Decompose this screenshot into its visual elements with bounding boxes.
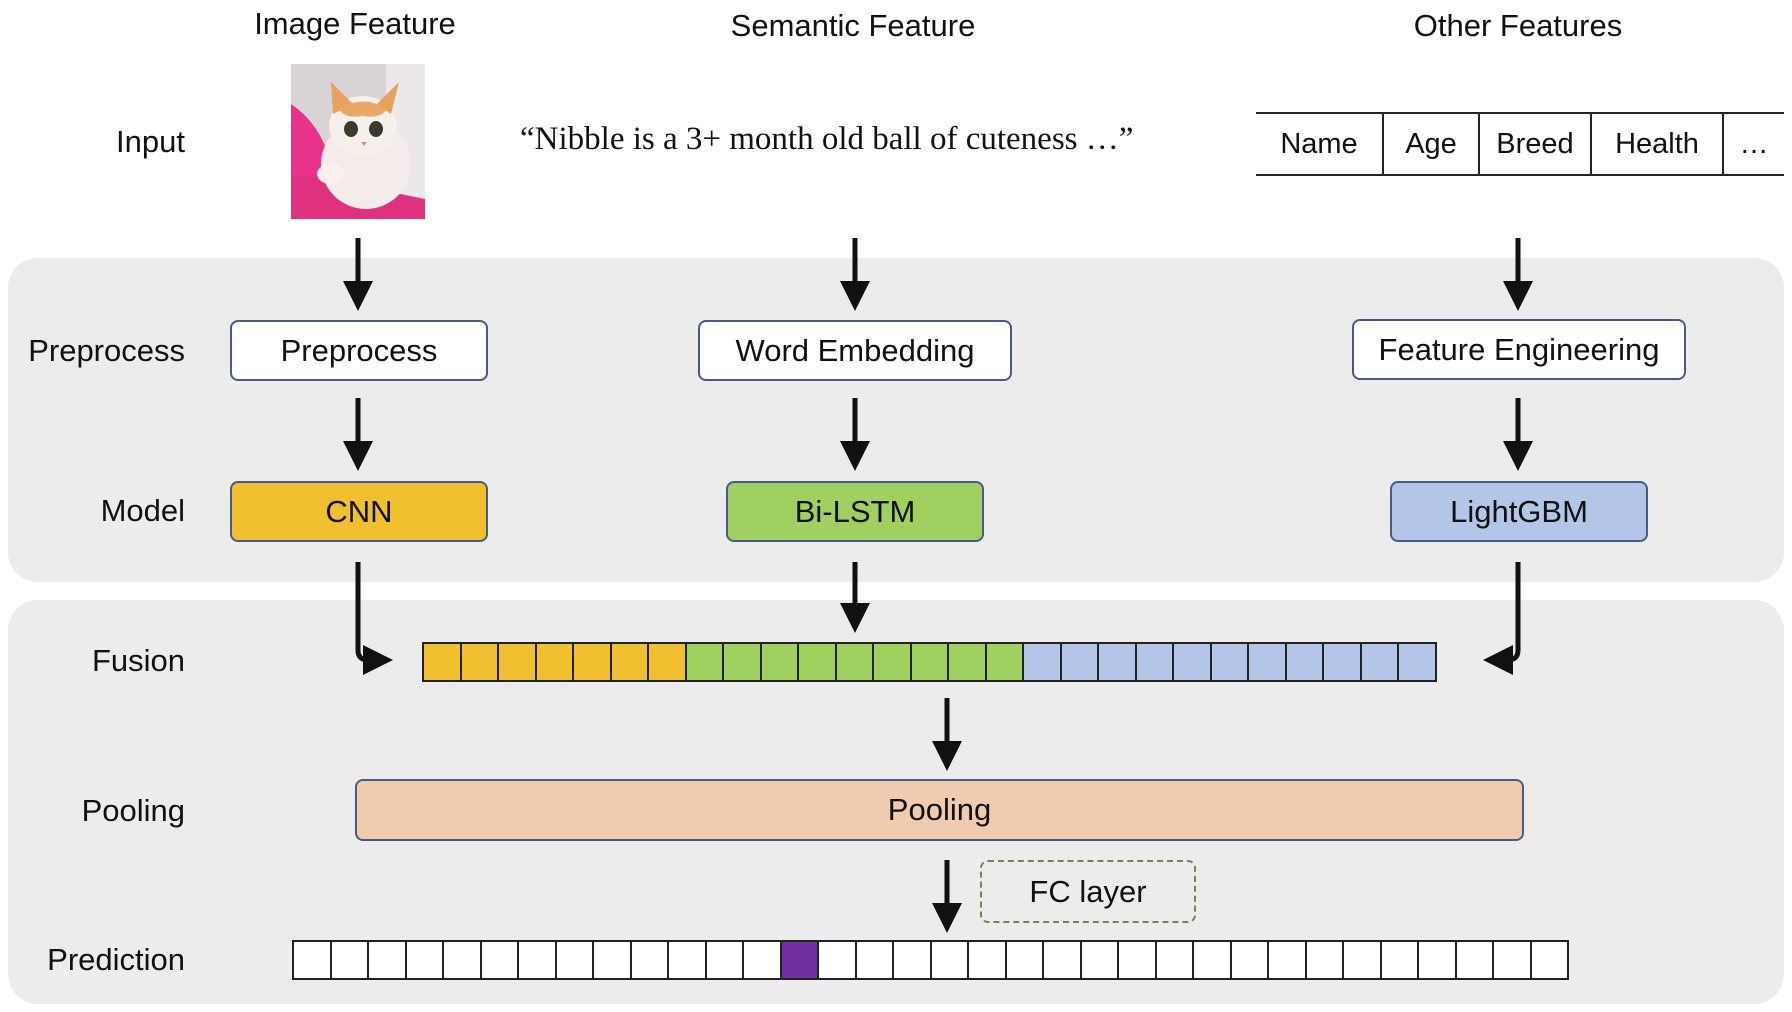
fc-layer-box: FC layer bbox=[980, 860, 1196, 923]
fusion-cell-cnn bbox=[574, 642, 612, 682]
prediction-cell bbox=[481, 940, 519, 980]
fusion-cell-bilstm bbox=[874, 642, 912, 682]
table-cell-ellipsis: … bbox=[1722, 114, 1784, 174]
fusion-cell-bilstm bbox=[799, 642, 837, 682]
prediction-cell bbox=[556, 940, 594, 980]
prediction-cell bbox=[1119, 940, 1157, 980]
arrow-cnn-to-fusion bbox=[355, 562, 393, 675]
table-cell-age: Age bbox=[1382, 114, 1478, 174]
prediction-cell bbox=[931, 940, 969, 980]
fusion-cell-bilstm bbox=[949, 642, 987, 682]
fusion-cell-bilstm bbox=[686, 642, 724, 682]
preprocess-box: Preprocess bbox=[230, 320, 488, 381]
prediction-cell bbox=[1494, 940, 1532, 980]
fusion-cell-bilstm bbox=[986, 642, 1024, 682]
prediction-cell bbox=[1456, 940, 1494, 980]
row-label-prediction: Prediction bbox=[47, 942, 185, 977]
fusion-cell-lightgbm bbox=[1249, 642, 1287, 682]
row-label-model: Model bbox=[100, 493, 185, 528]
prediction-cell bbox=[294, 940, 332, 980]
prediction-cell bbox=[1231, 940, 1269, 980]
prediction-cell bbox=[1269, 940, 1307, 980]
prediction-cell bbox=[1194, 940, 1232, 980]
input-text-quote: “Nibble is a 3+ month old ball of cutene… bbox=[520, 121, 1134, 157]
row-label-preprocess: Preprocess bbox=[28, 333, 185, 368]
table-cell-health: Health bbox=[1590, 114, 1722, 174]
cat-photo bbox=[291, 64, 425, 219]
table-cell-name: Name bbox=[1280, 127, 1358, 160]
fusion-cell-lightgbm bbox=[1061, 642, 1099, 682]
pooling-box: Pooling bbox=[355, 779, 1524, 841]
prediction-cell bbox=[406, 940, 444, 980]
column-title-semantic-feature: Semantic Feature bbox=[730, 8, 976, 43]
prediction-vector bbox=[292, 940, 1569, 980]
row-label-pooling: Pooling bbox=[81, 793, 185, 828]
fusion-cell-lightgbm bbox=[1324, 642, 1362, 682]
prediction-cell bbox=[1156, 940, 1194, 980]
prediction-cell bbox=[1081, 940, 1119, 980]
prediction-cell bbox=[819, 940, 857, 980]
fusion-cell-cnn bbox=[536, 642, 574, 682]
fusion-cell-cnn bbox=[499, 642, 537, 682]
fusion-cell-bilstm bbox=[911, 642, 949, 682]
arrow-lightgbm-to-fusion bbox=[1483, 562, 1521, 675]
prediction-cell bbox=[1344, 940, 1382, 980]
fusion-cell-lightgbm bbox=[1361, 642, 1399, 682]
fusion-cell-cnn bbox=[611, 642, 649, 682]
bilstm-box: Bi-LSTM bbox=[726, 481, 984, 542]
prediction-cell bbox=[744, 940, 782, 980]
fusion-cell-lightgbm bbox=[1136, 642, 1174, 682]
prediction-cell bbox=[594, 940, 632, 980]
fusion-cell-lightgbm bbox=[1211, 642, 1249, 682]
prediction-cell bbox=[856, 940, 894, 980]
column-title-image-feature: Image Feature bbox=[254, 6, 456, 41]
row-label-input: Input bbox=[116, 124, 185, 159]
fusion-cell-bilstm bbox=[836, 642, 874, 682]
fusion-cell-cnn bbox=[461, 642, 499, 682]
prediction-cell bbox=[969, 940, 1007, 980]
prediction-cell bbox=[331, 940, 369, 980]
fusion-cell-lightgbm bbox=[1286, 642, 1324, 682]
prediction-cell bbox=[369, 940, 407, 980]
prediction-cell bbox=[519, 940, 557, 980]
fusion-cell-lightgbm bbox=[1099, 642, 1137, 682]
row-label-fusion: Fusion bbox=[91, 643, 185, 678]
fusion-cell-cnn bbox=[424, 642, 462, 682]
prediction-cell bbox=[669, 940, 707, 980]
prediction-cell bbox=[1419, 940, 1457, 980]
prediction-cell bbox=[706, 940, 744, 980]
word-embedding-box: Word Embedding bbox=[698, 320, 1012, 381]
prediction-cell bbox=[1006, 940, 1044, 980]
prediction-cell bbox=[894, 940, 932, 980]
fusion-cell-bilstm bbox=[724, 642, 762, 682]
fusion-cell-cnn bbox=[649, 642, 687, 682]
cnn-box: CNN bbox=[230, 481, 488, 542]
prediction-cell bbox=[1381, 940, 1419, 980]
fusion-vector bbox=[422, 642, 1437, 682]
fusion-cell-lightgbm bbox=[1174, 642, 1212, 682]
fusion-cell-lightgbm bbox=[1399, 642, 1437, 682]
lightgbm-box: LightGBM bbox=[1390, 481, 1648, 542]
prediction-cell bbox=[1531, 940, 1569, 980]
table-cell-breed: Breed bbox=[1478, 114, 1590, 174]
other-features-table: Name Age Breed Health … bbox=[1256, 112, 1784, 176]
prediction-cell bbox=[1306, 940, 1344, 980]
fusion-cell-lightgbm bbox=[1024, 642, 1062, 682]
prediction-cell bbox=[1044, 940, 1082, 980]
column-title-other-features: Other Features bbox=[1413, 8, 1623, 43]
prediction-cell bbox=[631, 940, 669, 980]
feature-engineering-box: Feature Engineering bbox=[1352, 319, 1686, 380]
prediction-cell bbox=[444, 940, 482, 980]
prediction-cell-selected bbox=[781, 940, 819, 980]
fusion-cell-bilstm bbox=[761, 642, 799, 682]
